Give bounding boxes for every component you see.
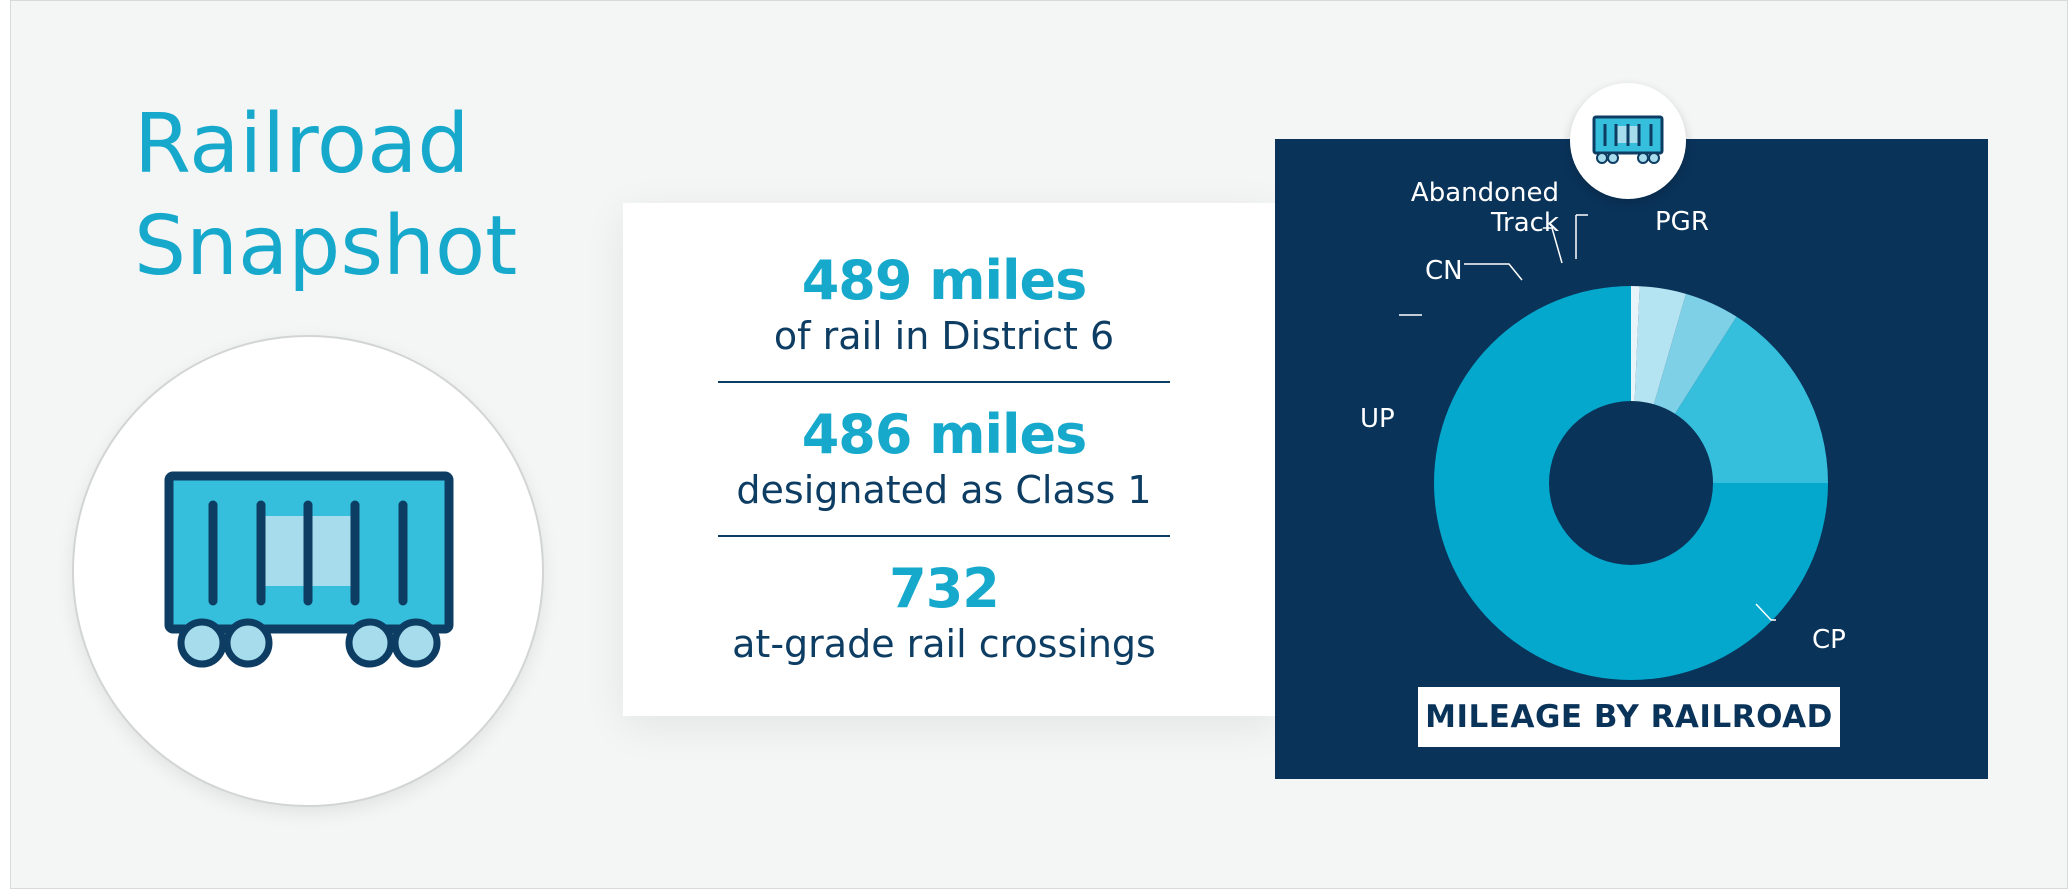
stat-divider <box>718 535 1170 537</box>
leader-line-abandoned-track <box>1543 227 1563 264</box>
stats-card: 489 miles of rail in District 6 486 mile… <box>623 203 1275 716</box>
donut-chart <box>1399 214 1828 680</box>
leader-line-cn <box>1464 263 1523 281</box>
donut-slice-pgr <box>1631 286 1640 402</box>
stat-description: at-grade rail crossings <box>732 622 1156 666</box>
title-line-1: Railroad <box>134 97 470 192</box>
page-title: Railroad Snapshot <box>134 94 517 298</box>
rail-car-icon-circle <box>72 335 544 807</box>
leader-line-cp <box>1755 603 1776 621</box>
stat-value: 486 miles <box>801 403 1088 466</box>
rail-car-icon <box>164 471 454 668</box>
donut-slice-up <box>1674 316 1828 483</box>
donut-slice-abandoned-track <box>1634 286 1686 405</box>
chart-panel: MILEAGE BY RAILROAD <box>1275 139 1988 779</box>
stat-value: 489 miles <box>801 249 1088 312</box>
stat-class1-miles: 486 miles designated as Class 1 <box>719 403 1169 513</box>
slice-label-line: Abandoned <box>1410 178 1559 208</box>
stat-crossings: 732 at-grade rail crossings <box>719 557 1169 667</box>
chart-title: MILEAGE BY RAILROAD <box>1418 687 1840 747</box>
donut-slice-cn <box>1653 293 1737 414</box>
donut-slice-cp <box>1434 286 1828 680</box>
slice-label-pgr: PGR <box>1655 207 1709 237</box>
stat-rail-miles: 489 miles of rail in District 6 <box>719 249 1169 359</box>
slice-label-line: Track <box>1490 208 1559 238</box>
stat-divider <box>718 381 1170 383</box>
slice-label-abandoned-track: Abandoned Track <box>1411 178 1559 238</box>
title-line-2: Snapshot <box>134 199 518 294</box>
stat-value: 732 <box>889 557 1000 620</box>
slice-label-cn: CN <box>1425 256 1463 286</box>
slice-label-cp: CP <box>1812 625 1846 655</box>
stat-description: designated as Class 1 <box>736 468 1152 512</box>
rail-car-badge-icon <box>1592 115 1664 164</box>
rail-car-badge <box>1570 83 1686 199</box>
slice-label-up: UP <box>1360 404 1395 434</box>
stat-description: of rail in District 6 <box>773 314 1115 358</box>
